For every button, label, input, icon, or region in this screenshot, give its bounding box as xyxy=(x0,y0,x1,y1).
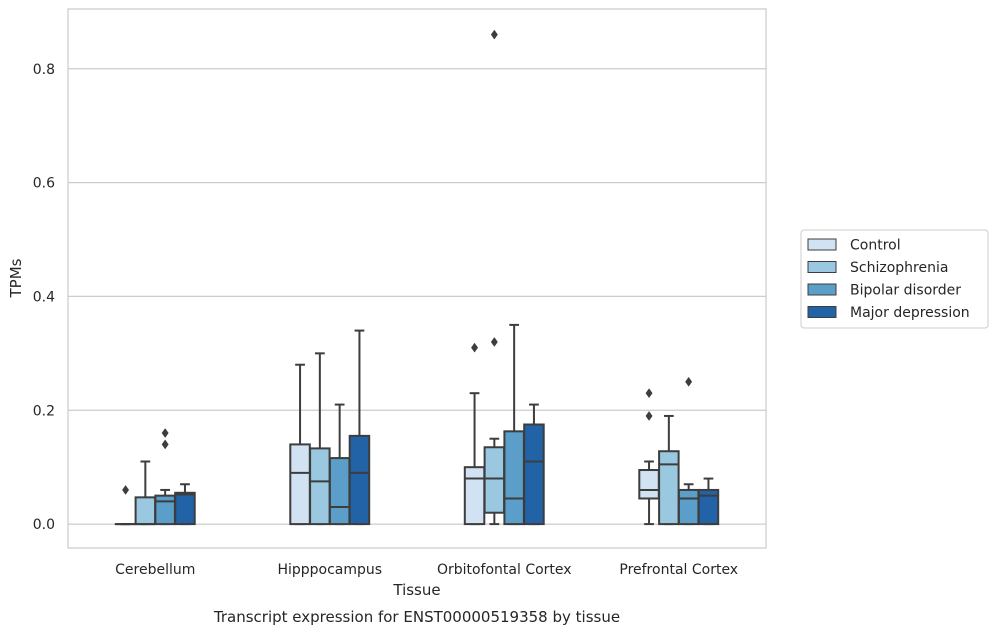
legend: Control Schizophrenia Bipolar disorder Majo… xyxy=(800,229,989,329)
box-3-3 xyxy=(697,477,720,526)
legend-swatch xyxy=(807,306,837,318)
box-1-1 xyxy=(309,352,331,526)
legend-label: Major depression xyxy=(850,305,970,321)
x-tick-label: Orbitofontal Cortex xyxy=(437,562,572,578)
box-body xyxy=(348,434,371,526)
boxes xyxy=(114,29,720,526)
box-0-3 xyxy=(174,483,196,526)
box-0-0 xyxy=(114,485,137,526)
x-tick-labels: Cerebellum Hipppocampus Orbitofontal Corte… xyxy=(115,562,738,578)
box-body xyxy=(638,469,660,500)
legend-swatch xyxy=(807,261,837,273)
outlier-point xyxy=(490,337,498,347)
outlier-point xyxy=(161,428,169,438)
y-tick-label: 0.2 xyxy=(33,403,55,419)
legend-swatch xyxy=(807,283,837,296)
box-body xyxy=(309,447,331,526)
box-0-1 xyxy=(134,460,157,526)
box-body xyxy=(328,457,351,526)
outlier-point xyxy=(685,376,693,387)
box-body xyxy=(463,466,486,526)
box-body xyxy=(289,443,311,526)
x-tick-label: Hipppocampus xyxy=(277,562,382,578)
box-body xyxy=(154,494,176,526)
box-3-2 xyxy=(677,376,700,526)
legend-label: Control xyxy=(850,238,901,254)
x-tick-label: Cerebellum xyxy=(115,562,195,578)
legend-label: Bipolar disorder xyxy=(850,283,961,299)
legend-label: Schizophrenia xyxy=(850,260,948,276)
box-3-1 xyxy=(658,414,680,526)
outlier-point xyxy=(122,485,130,495)
box-2-3 xyxy=(523,403,545,526)
x-tick-label: Prefrontal Cortex xyxy=(619,562,738,578)
box-2-0 xyxy=(463,342,486,526)
y-tick-label: 0.0 xyxy=(33,517,55,533)
box-2-1 xyxy=(483,29,506,526)
y-tick-label: 0.4 xyxy=(33,289,55,305)
legend-frame xyxy=(800,229,989,329)
box-0-2 xyxy=(154,428,176,526)
box-body xyxy=(134,496,157,526)
box-1-3 xyxy=(348,329,371,526)
y-tick-label: 0.6 xyxy=(33,176,55,192)
legend-swatch xyxy=(807,238,837,251)
box-body xyxy=(174,491,196,526)
box-3-0 xyxy=(638,388,660,526)
y-axis-label: TPMs xyxy=(7,258,25,298)
y-tick-label: 0.8 xyxy=(33,62,55,78)
box-body xyxy=(503,430,525,526)
box-2-2 xyxy=(503,323,525,526)
outlier-point xyxy=(161,439,169,450)
y-tick-labels: 0.0 0.2 0.4 0.6 0.8 xyxy=(33,62,55,533)
box-1-0 xyxy=(289,363,311,526)
box-body xyxy=(658,450,680,526)
outlier-point xyxy=(645,411,653,421)
figure-caption: Transcript expression for ENST0000051935… xyxy=(213,608,620,626)
outlier-point xyxy=(471,342,479,353)
box-body xyxy=(523,423,545,526)
box-body xyxy=(483,446,506,514)
box-body xyxy=(697,488,720,526)
plot-frame xyxy=(67,8,767,549)
box-1-2 xyxy=(328,403,351,526)
outlier-point xyxy=(645,388,653,399)
box-body xyxy=(677,488,700,526)
x-axis-label: Tissue xyxy=(392,581,440,599)
outlier-point xyxy=(490,29,498,40)
